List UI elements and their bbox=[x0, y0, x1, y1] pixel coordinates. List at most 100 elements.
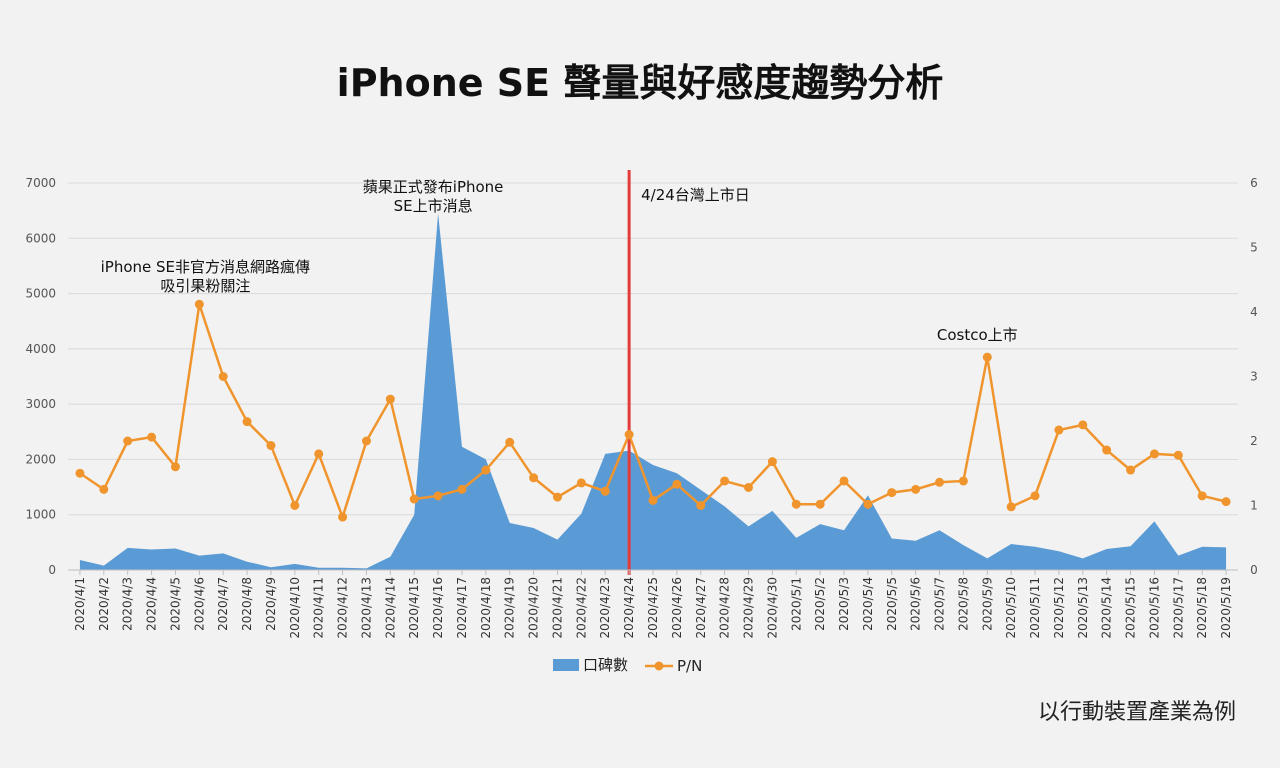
x-tick-label: 2020/5/1 bbox=[789, 577, 803, 631]
x-tick-label: 2020/4/29 bbox=[742, 577, 756, 639]
legend-label-area: 口碑數 bbox=[583, 656, 628, 674]
pn-point bbox=[314, 449, 324, 459]
pn-point bbox=[935, 477, 945, 487]
pn-point bbox=[958, 476, 968, 486]
pn-point bbox=[1221, 497, 1231, 507]
chart-title: iPhone SE 聲量與好感度趨勢分析 bbox=[336, 61, 944, 105]
x-tick-label: 2020/4/6 bbox=[192, 577, 206, 631]
pn-point bbox=[648, 495, 658, 505]
annotation-label: SE上市消息 bbox=[394, 197, 473, 215]
pn-point bbox=[170, 462, 180, 472]
launch-marker-label: 4/24台灣上市日 bbox=[641, 186, 750, 204]
y-left-tick-label: 0 bbox=[48, 563, 56, 577]
x-tick-label: 2020/5/12 bbox=[1052, 577, 1066, 639]
pn-point bbox=[290, 501, 300, 510]
pn-point bbox=[409, 494, 419, 504]
footnote: 以行動裝置產業為例 bbox=[1037, 700, 1236, 725]
legend-swatch-area bbox=[553, 659, 579, 671]
pn-point bbox=[1126, 465, 1136, 475]
x-tick-label: 2020/4/8 bbox=[240, 577, 254, 631]
x-tick-label: 2020/4/16 bbox=[431, 577, 445, 639]
pn-point bbox=[911, 484, 921, 494]
pn-point bbox=[433, 491, 443, 501]
x-tick-label: 2020/5/5 bbox=[885, 577, 899, 631]
x-tick-label: 2020/4/21 bbox=[550, 577, 564, 639]
legend-swatch-marker bbox=[654, 661, 664, 671]
pn-point bbox=[815, 499, 825, 509]
x-tick-label: 2020/4/11 bbox=[312, 577, 326, 639]
pn-point bbox=[600, 486, 610, 496]
pn-point bbox=[1197, 491, 1207, 501]
x-tick-label: 2020/5/4 bbox=[861, 577, 875, 631]
pn-point bbox=[242, 417, 252, 427]
axes-layer: 0 1000 2000 3000 4000 5000 6000 7000 0 1 2 3 4 5 6 2020… bbox=[25, 176, 1257, 639]
y-left-tick-label: 3000 bbox=[25, 397, 56, 411]
y-right-tick-label: 6 bbox=[1250, 176, 1258, 190]
x-tick-label: 2020/4/7 bbox=[216, 577, 230, 631]
x-tick-label: 2020/5/6 bbox=[909, 577, 923, 631]
pn-point bbox=[744, 482, 754, 492]
x-tick-label: 2020/4/1 bbox=[73, 577, 87, 631]
x-tick-label: 2020/4/13 bbox=[359, 577, 373, 639]
annotation-label: 吸引果粉關注 bbox=[160, 277, 250, 295]
x-tick-label: 2020/4/27 bbox=[694, 577, 708, 639]
x-tick-label: 2020/5/15 bbox=[1124, 577, 1138, 639]
pn-point bbox=[147, 432, 157, 442]
x-tick-label: 2020/5/9 bbox=[980, 577, 994, 631]
pn-point bbox=[75, 468, 85, 478]
legend: 口碑數 P/N bbox=[553, 656, 702, 675]
pn-point bbox=[863, 499, 873, 509]
x-tick-label: 2020/4/15 bbox=[407, 577, 421, 639]
x-tick-label: 2020/5/11 bbox=[1028, 577, 1042, 639]
x-tick-label: 2020/4/25 bbox=[646, 577, 660, 639]
y-right-tick-label: 3 bbox=[1250, 370, 1258, 384]
x-tick-label: 2020/4/2 bbox=[97, 577, 111, 631]
x-tick-label: 2020/5/8 bbox=[956, 577, 970, 631]
x-tick-label: 2020/4/4 bbox=[145, 577, 159, 631]
pn-point bbox=[266, 441, 276, 451]
x-tick-label: 2020/4/17 bbox=[455, 577, 469, 639]
x-tick-label: 2020/5/2 bbox=[813, 577, 827, 631]
legend-label-line: P/N bbox=[677, 657, 702, 675]
pn-point bbox=[529, 473, 539, 483]
y-right-tick-label: 0 bbox=[1250, 563, 1258, 577]
annotation-label: iPhone SE非官方消息網路瘋傳 bbox=[101, 258, 310, 276]
x-tick-label: 2020/4/18 bbox=[479, 577, 493, 639]
pn-point bbox=[361, 436, 371, 446]
pn-point bbox=[99, 484, 109, 494]
pn-point bbox=[720, 476, 730, 486]
x-tick-label: 2020/5/10 bbox=[1004, 577, 1018, 639]
x-tick-label: 2020/4/10 bbox=[288, 577, 302, 639]
pn-point bbox=[1102, 445, 1112, 455]
y-left-tick-label: 2000 bbox=[25, 452, 56, 466]
pn-point bbox=[1149, 449, 1159, 459]
x-tick-label: 2020/4/26 bbox=[670, 577, 684, 639]
x-tick-label: 2020/4/20 bbox=[527, 577, 541, 639]
y-left-tick-label: 1000 bbox=[25, 508, 56, 522]
pn-point bbox=[982, 352, 992, 362]
x-tick-label: 2020/4/3 bbox=[121, 577, 135, 631]
y-right-tick-label: 2 bbox=[1250, 434, 1258, 448]
x-tick-label: 2020/4/19 bbox=[503, 577, 517, 639]
pn-point bbox=[552, 492, 562, 502]
y-right-tick-label: 1 bbox=[1250, 499, 1258, 513]
pn-point bbox=[1030, 491, 1040, 501]
pn-point bbox=[839, 476, 849, 486]
x-tick-label: 2020/5/19 bbox=[1219, 577, 1233, 639]
x-tick-label: 2020/4/24 bbox=[622, 577, 636, 639]
y-right-tick-label: 5 bbox=[1250, 241, 1258, 255]
pn-point bbox=[218, 372, 228, 381]
x-tick-label: 2020/4/9 bbox=[264, 577, 278, 631]
x-tick-label: 2020/4/14 bbox=[383, 577, 397, 639]
y-left-tick-label: 4000 bbox=[25, 342, 56, 356]
pn-point bbox=[123, 436, 133, 446]
pn-point bbox=[1078, 420, 1088, 430]
x-tick-label: 2020/4/23 bbox=[598, 577, 612, 639]
x-tick-label: 2020/5/13 bbox=[1076, 577, 1090, 639]
pn-point bbox=[481, 465, 491, 475]
x-tick-label: 2020/4/30 bbox=[765, 577, 779, 639]
pn-point bbox=[791, 499, 801, 509]
line-layer bbox=[75, 299, 1231, 522]
pn-point bbox=[624, 430, 634, 440]
